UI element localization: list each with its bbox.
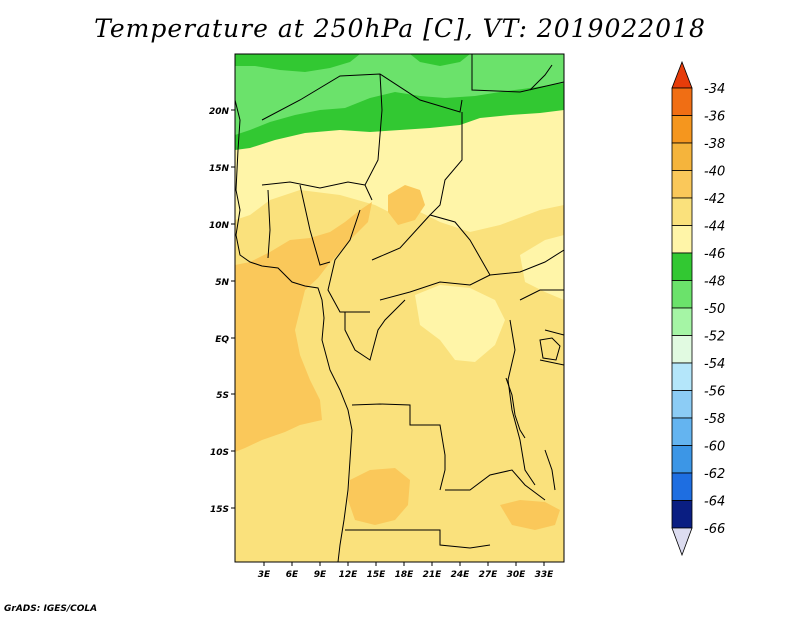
colorbar: [671, 60, 693, 557]
lon-tick-18e: 18E: [395, 570, 415, 580]
fill-42-44-central: [415, 285, 505, 362]
colorbar-label-4: -42: [704, 192, 725, 207]
border-nigeria: [267, 184, 331, 266]
colorbar-label-2: -38: [704, 137, 725, 152]
grads-credit: GrADS: IGES/COLA: [4, 604, 98, 614]
colorbar-segment-12: [671, 417, 693, 446]
colorbar-label-8: -50: [704, 302, 725, 317]
lon-tick-27e: 27E: [479, 570, 499, 580]
lake-malawi: [544, 449, 556, 491]
lat-tick-15n: 15N: [209, 164, 230, 174]
colorbar-label-13: -60: [704, 440, 725, 455]
border-drc-angola: [351, 403, 446, 491]
lat-tick-10n: 10N: [209, 221, 230, 231]
colorbar-segment-5: [671, 225, 693, 254]
border-libya-egypt: [471, 54, 564, 93]
border-sudan-south: [489, 249, 564, 276]
colorbar-segment-4: [671, 197, 693, 226]
colorbar-segment-6: [671, 252, 693, 281]
colorbar-segment-2: [671, 142, 693, 171]
fill-44-rim-east: [410, 54, 470, 66]
colorbar-segment-1: [671, 115, 693, 144]
colorbar-segment-0: [671, 87, 693, 116]
colorbar-label-5: -44: [704, 220, 725, 235]
lon-tick-21e: 21E: [423, 570, 443, 580]
red-sea-coast: [529, 64, 553, 91]
colorbar-label-0: -34: [704, 82, 725, 97]
lon-tick-3e: 3E: [258, 570, 271, 580]
lake-victoria: [539, 337, 561, 361]
colorbar-segment-9: [671, 335, 693, 364]
lon-tick-12e: 12E: [339, 570, 359, 580]
map-frame: [234, 53, 565, 563]
colorbar-segment-10: [671, 362, 693, 391]
lon-tick-30e: 30E: [507, 570, 527, 580]
colorbar-label-3: -40: [704, 165, 725, 180]
fill-46-band: [235, 54, 564, 135]
colorbar-segment-3: [671, 170, 693, 199]
colorbar-label-6: -46: [704, 247, 725, 262]
colorbar-segment-11: [671, 390, 693, 419]
colorbar-label-1: -36: [704, 110, 725, 125]
lon-tick-33e: 33E: [535, 570, 555, 580]
fill-42-44-east: [520, 235, 564, 300]
temperature-field: [235, 54, 564, 562]
colorbar-label-12: -58: [704, 412, 725, 427]
lon-tick-15e: 15E: [367, 570, 387, 580]
border-east: [519, 289, 564, 366]
lon-tick-9e: 9E: [314, 570, 327, 580]
border-car: [371, 214, 491, 301]
colorbar-label-14: -62: [704, 467, 725, 482]
border-drc-east: [507, 319, 536, 486]
border-chad-sudan: [429, 112, 463, 216]
fill-38-40-north: [388, 185, 425, 225]
lon-axis: [263, 562, 545, 566]
coastline-west: [235, 99, 353, 562]
lat-tick-10s: 10S: [210, 448, 229, 458]
colorbar-top-arrow: [671, 60, 693, 89]
lon-tick-6e: 6E: [286, 570, 299, 580]
colorbar-label-10: -54: [704, 357, 725, 372]
colorbar-segment-15: [671, 500, 693, 529]
lat-axis: [231, 109, 235, 509]
border-angola-namibia: [345, 529, 491, 549]
colorbar-label-15: -64: [704, 495, 725, 510]
fill-44-rim: [235, 54, 360, 72]
border-zambia: [445, 469, 546, 501]
colorbar-bottom-arrow: [671, 527, 693, 557]
border-congo: [344, 299, 406, 361]
colorbar-label-16: -66: [704, 522, 725, 537]
fill-38-40-west: [235, 202, 372, 452]
border-sahel: [261, 181, 366, 189]
fill-38-40-south: [348, 468, 410, 525]
colorbar-label-9: -52: [704, 330, 725, 345]
fill-38-40-southeast: [500, 500, 560, 530]
lat-tick-5s: 5S: [216, 391, 229, 401]
lon-tick-24e: 24E: [451, 570, 471, 580]
lat-tick-15s: 15S: [210, 505, 229, 515]
lat-tick-eq: EQ: [215, 335, 229, 345]
colorbar-label-7: -48: [704, 275, 725, 290]
lat-tick-5n: 5N: [215, 278, 229, 288]
border-niger-chad: [364, 73, 383, 201]
map-title: Temperature at 250hPa [C], VT: 201902201…: [94, 14, 706, 43]
colorbar-segment-8: [671, 307, 693, 336]
colorbar-segment-14: [671, 472, 693, 501]
lat-tick-20n: 20N: [209, 107, 230, 117]
colorbar-segment-7: [671, 280, 693, 309]
lake-tanganyika: [505, 377, 526, 439]
colorbar-segment-13: [671, 445, 693, 474]
boundaries: [235, 54, 564, 562]
colorbar-label-11: -56: [704, 385, 725, 400]
